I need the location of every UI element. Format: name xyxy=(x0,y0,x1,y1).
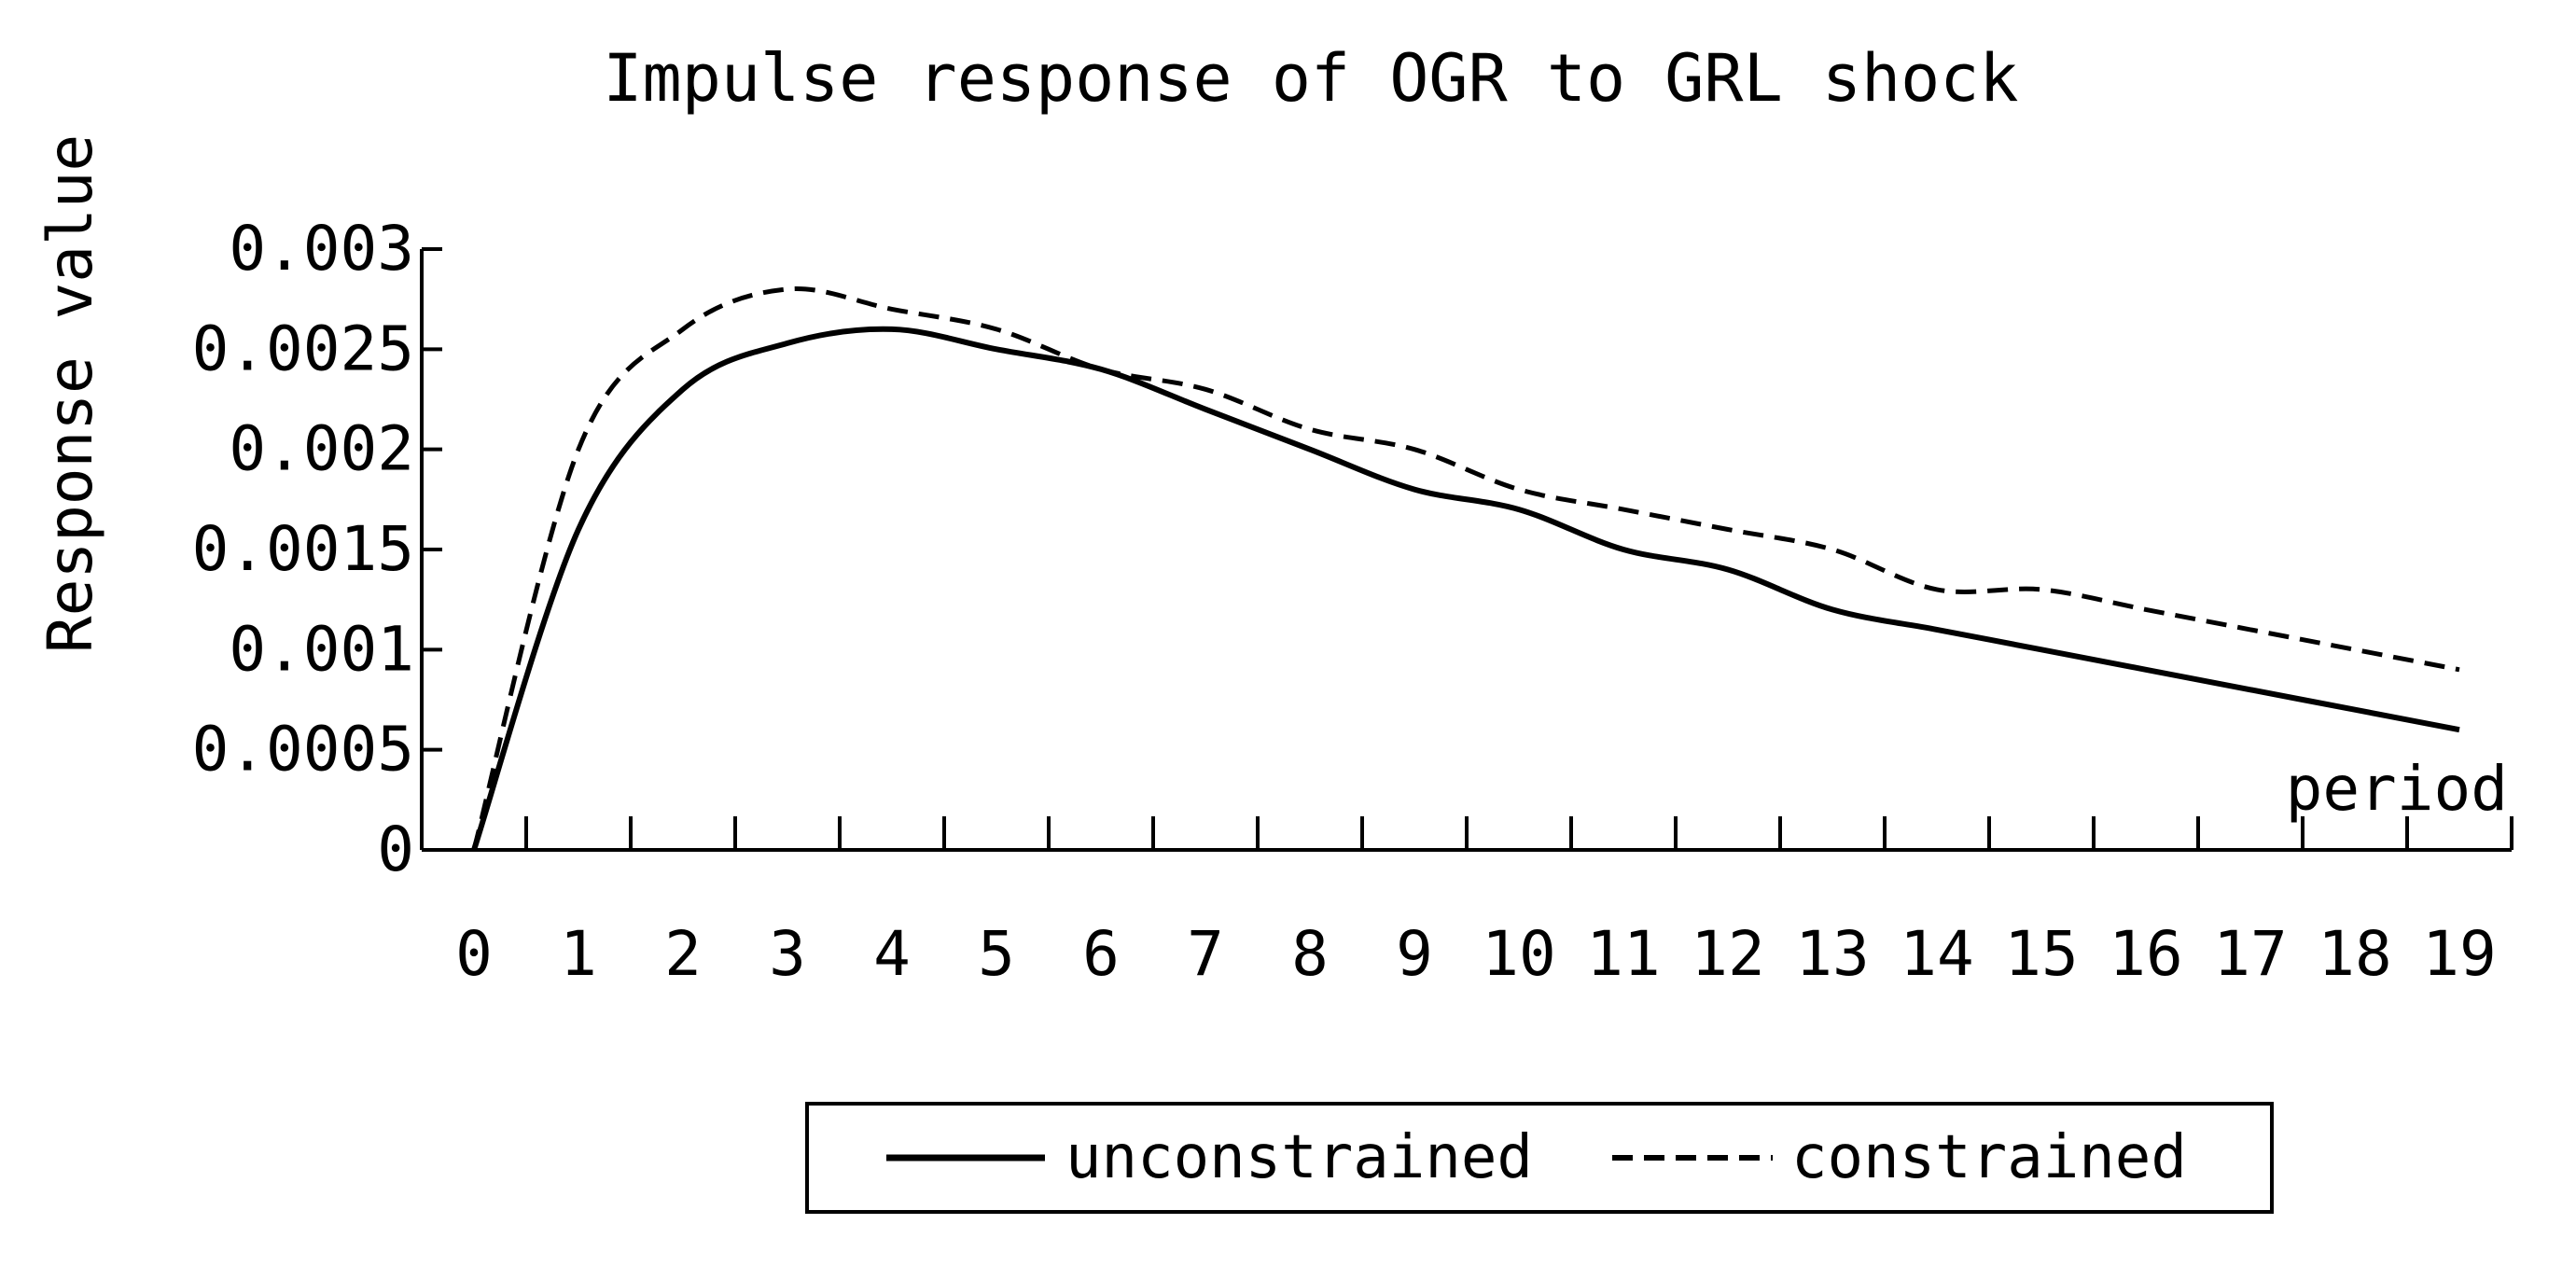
data-point-constrained xyxy=(787,288,788,289)
series-line-constrained xyxy=(471,285,2460,851)
data-point-constrained xyxy=(2355,649,2356,650)
x-tick-label: 8 xyxy=(1291,918,1329,990)
y-axis-label: Response value xyxy=(35,134,106,653)
y-tick-label: 0.0015 xyxy=(192,513,414,585)
x-tick-label: 2 xyxy=(664,918,702,990)
chart-title: Impulse response of OGR to GRL shock xyxy=(603,40,2018,117)
legend: unconstrained constrained xyxy=(805,1102,2274,1214)
series-line-unconstrained xyxy=(471,326,2460,851)
y-tick-label: 0.0025 xyxy=(192,313,414,384)
x-tick-label: 17 xyxy=(2213,918,2287,990)
data-point-constrained xyxy=(1519,489,1520,490)
y-tick-label: 0.001 xyxy=(229,613,414,685)
y-tick-label: 0.0005 xyxy=(192,714,414,786)
legend-label-unconstrained: unconstrained xyxy=(1065,1123,1533,1192)
x-axis-label: period xyxy=(2286,753,2508,825)
x-tick-label: 9 xyxy=(1396,918,1433,990)
y-tick-label: 0.003 xyxy=(229,213,414,285)
x-tick-label: 18 xyxy=(2318,918,2391,990)
series-lines xyxy=(471,285,2460,851)
legend-label-constrained: constrained xyxy=(1791,1123,2187,1192)
x-tick-label: 6 xyxy=(1082,918,1120,990)
y-tick-label: 0 xyxy=(377,814,414,885)
x-tick-label: 13 xyxy=(1795,918,1869,990)
x-tick-label: 7 xyxy=(1187,918,1224,990)
x-tick-label: 4 xyxy=(873,918,911,990)
x-tick-label: 14 xyxy=(1900,918,1973,990)
x-tick-label: 3 xyxy=(769,918,806,990)
x-tick-label: 16 xyxy=(2109,918,2182,990)
x-tick-label: 0 xyxy=(455,918,493,990)
data-point-constrained xyxy=(2041,589,2042,590)
x-tick-label: 12 xyxy=(1691,918,1764,990)
x-tick-label: 19 xyxy=(2422,918,2496,990)
data-point-constrained xyxy=(1310,429,1311,430)
x-tick-label: 1 xyxy=(560,918,597,990)
x-tick-label: 5 xyxy=(978,918,1015,990)
x-tick-label: 15 xyxy=(2004,918,2078,990)
y-tick-label: 0.002 xyxy=(229,413,414,485)
legend-box xyxy=(805,1102,2274,1214)
x-tick-label: 10 xyxy=(1482,918,1555,990)
x-tick-label: 11 xyxy=(1586,918,1660,990)
